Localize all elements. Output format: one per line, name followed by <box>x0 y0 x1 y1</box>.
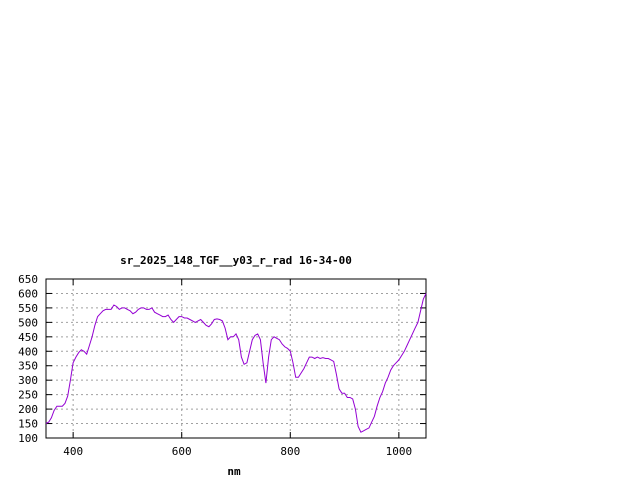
y-tick-label: 150 <box>18 418 38 431</box>
x-tick-label: 800 <box>280 445 300 458</box>
y-tick-label: 450 <box>18 331 38 344</box>
x-tick-label: 400 <box>63 445 83 458</box>
series-line <box>45 293 427 433</box>
plot-frame <box>45 278 427 439</box>
grid <box>46 279 426 438</box>
y-tick-label: 600 <box>18 287 38 300</box>
y-tick-label: 550 <box>18 302 38 315</box>
x-tick-label: 1000 <box>386 445 413 458</box>
y-tick-label: 400 <box>18 345 38 358</box>
y-tick-label: 350 <box>18 360 38 373</box>
chart-title: sr_2025_148_TGF__y03_r_rad 16-34-00 <box>120 254 352 267</box>
y-tick-label: 650 <box>18 273 38 286</box>
y-tick-label: 200 <box>18 403 38 416</box>
x-axis-label: nm <box>227 465 241 478</box>
x-ticks: 400 600 800 1000 <box>63 279 412 458</box>
y-tick-label: 250 <box>18 389 38 402</box>
y-tick-label: 500 <box>18 316 38 329</box>
x-tick-label: 600 <box>172 445 192 458</box>
y-tick-label: 100 <box>18 432 38 445</box>
y-tick-label: 300 <box>18 374 38 387</box>
